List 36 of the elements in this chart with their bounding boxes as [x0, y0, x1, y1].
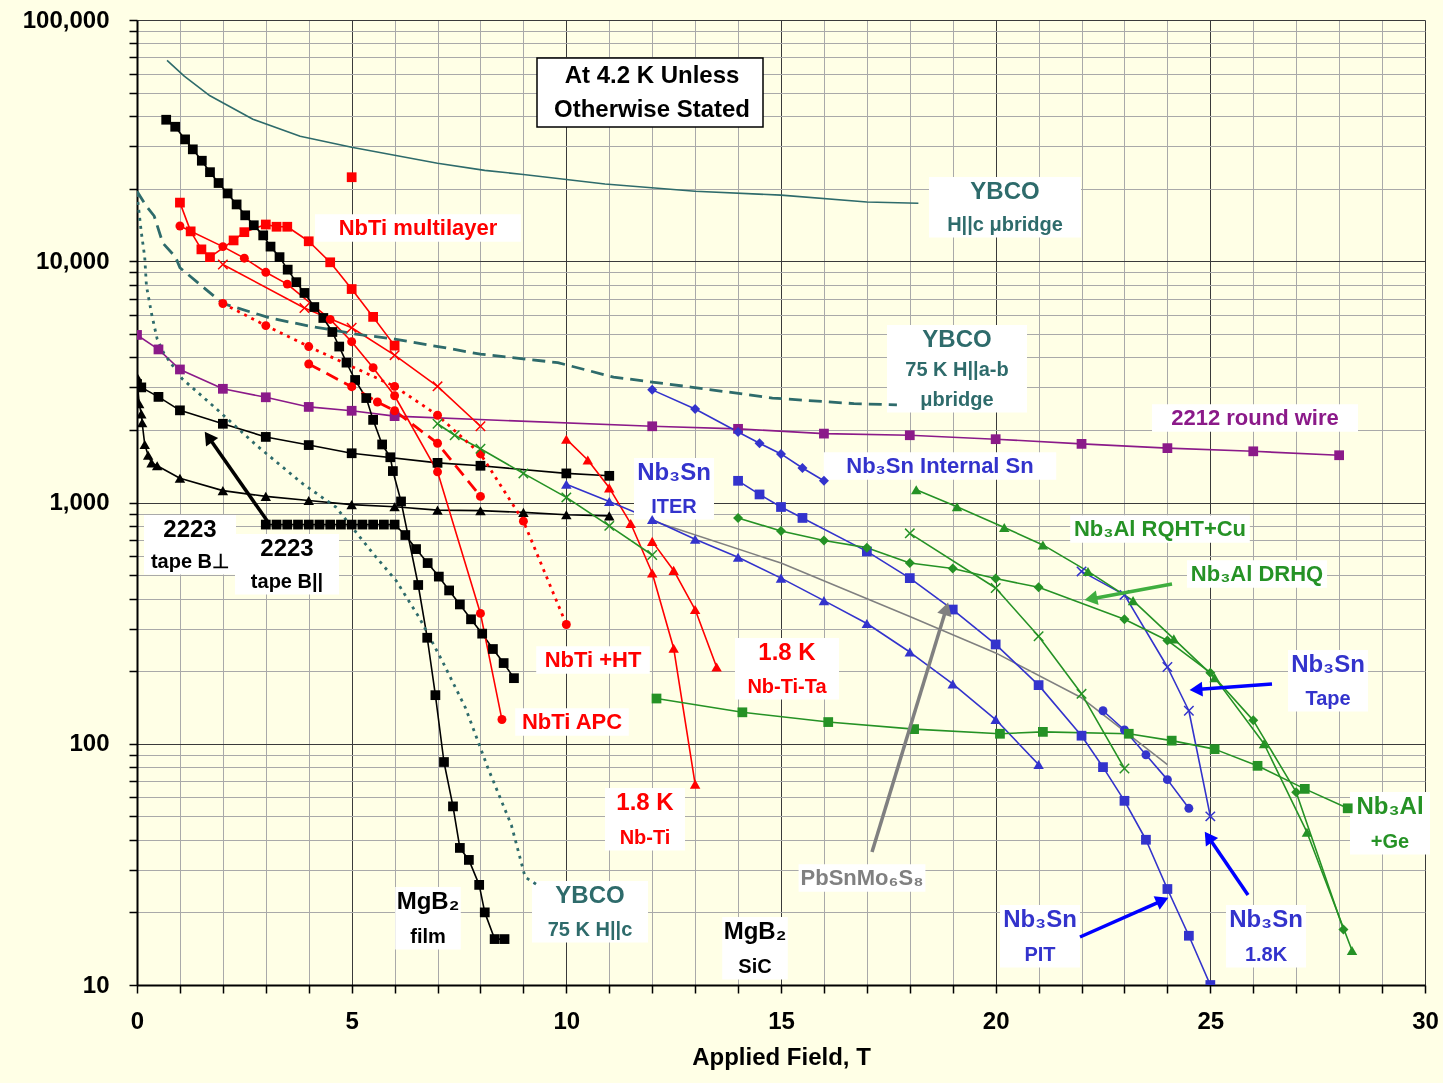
x-tick-label: 30 [1412, 1006, 1439, 1034]
y-tick-label: 10,000 [36, 246, 110, 274]
series-label: YBCO 75 K H||a-b μbridge [905, 325, 1009, 410]
y-tick-label: 100 [69, 729, 110, 757]
series-label: 2223 tape B⊥ [150, 515, 230, 572]
y-tick-label: 1,000 [49, 488, 110, 515]
text: Nb₃Sn 1.8K [1229, 905, 1303, 965]
series-label: Nb₃Al RQHT+Cu [1073, 516, 1247, 541]
y-tick-label: 100,000 [22, 5, 110, 33]
x-axis-title: Applied Field, T [692, 1042, 872, 1070]
series-label: Nb₃Sn ITER [637, 458, 711, 517]
series-label: NbTi APC [521, 709, 623, 734]
series-label: NbTi multilayer [338, 215, 498, 240]
text: PbSnMo₆S₈ [800, 865, 924, 890]
text: Nb₃Al DRHQ [1190, 561, 1324, 586]
y-tick-label: 10 [82, 970, 110, 998]
text: MgB₂ SiC [723, 917, 787, 977]
annotation: At 4.2 K Unless Otherwise Stated [553, 61, 751, 122]
text: Nb₃Sn PIT [1003, 905, 1077, 965]
x-tick-label: 15 [768, 1006, 795, 1034]
series-label: 1.8 K Nb-Ti [616, 788, 675, 848]
x-tick-label: 10 [553, 1006, 581, 1034]
x-tick-label: 25 [1197, 1006, 1225, 1034]
x-tick-label: 5 [345, 1006, 359, 1034]
series-label: NbTi +HT [544, 647, 642, 672]
series-label: 1.8 K Nb-Ti-Ta [747, 638, 828, 697]
x-tick-label: 0 [130, 1006, 145, 1034]
series-label: MgB₂ film [396, 887, 460, 947]
x-tick-label: 20 [982, 1006, 1010, 1034]
series-label: 2212 round wire [1171, 405, 1339, 430]
series-label: YBCO H||c μbridge [947, 177, 1063, 235]
text: Nb₃Sn Tape [1291, 650, 1365, 709]
series-label: Nb₃Al +Ge [1356, 792, 1424, 852]
text: 2223 tape B|| [250, 534, 324, 592]
series-label: Nb₃Sn Internal Sn [846, 453, 1034, 478]
series-label: YBCO 75 K H||c [547, 881, 633, 940]
